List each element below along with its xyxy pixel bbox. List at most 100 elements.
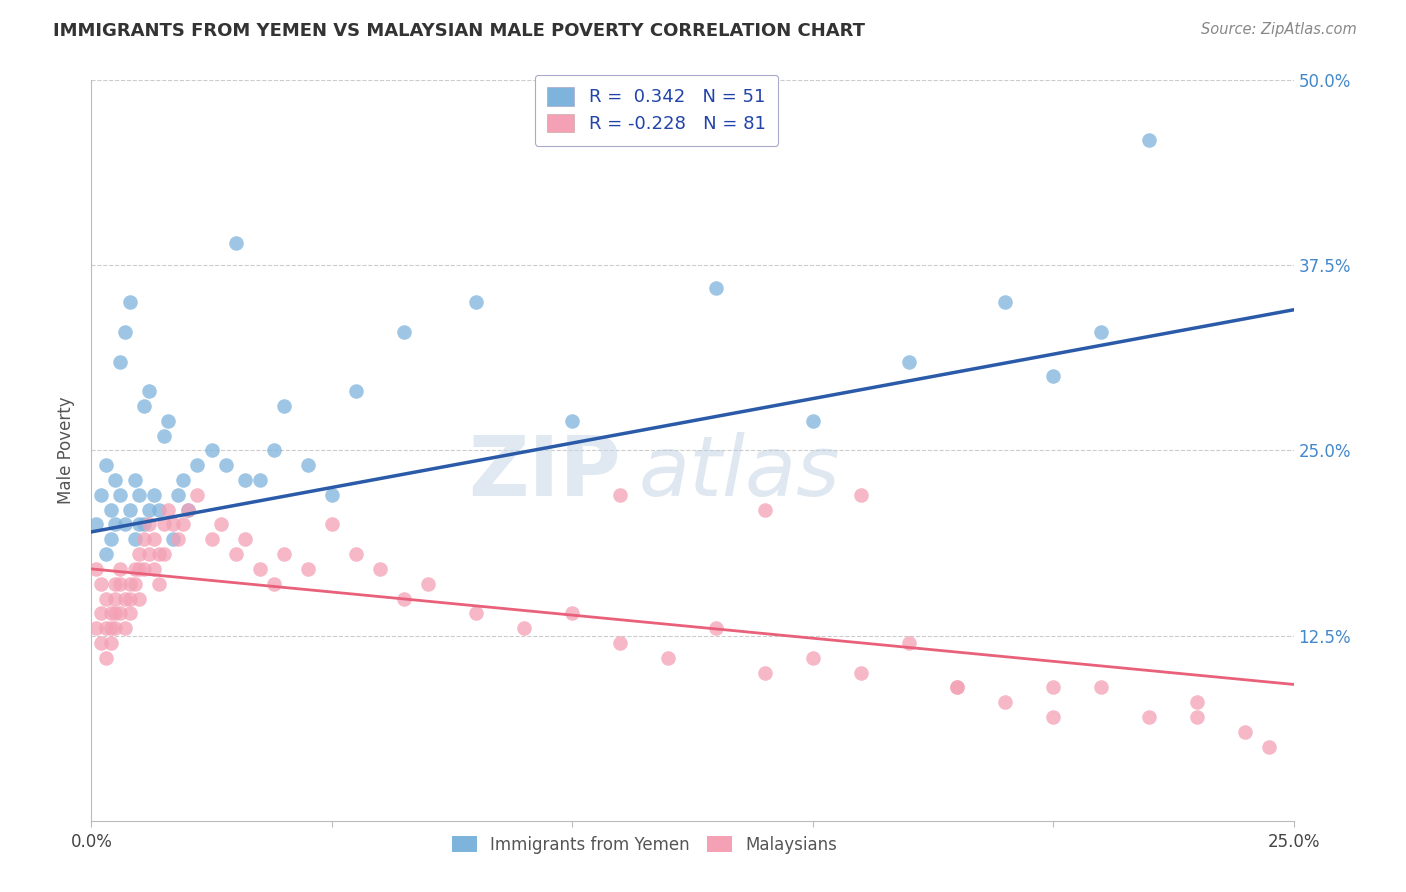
Point	[124, 533, 146, 547]
Point	[1090, 325, 1112, 339]
Point	[114, 517, 136, 532]
Point	[801, 414, 824, 428]
Point	[513, 621, 536, 635]
Point	[186, 458, 208, 473]
Point	[100, 636, 122, 650]
Point	[344, 547, 367, 561]
Point	[249, 562, 271, 576]
Point	[138, 517, 160, 532]
Point	[176, 502, 198, 516]
Point	[118, 607, 141, 621]
Point	[801, 650, 824, 665]
Point	[128, 517, 150, 532]
Point	[1187, 710, 1209, 724]
Point	[84, 517, 107, 532]
Point	[118, 591, 141, 606]
Point	[209, 517, 232, 532]
Point	[100, 502, 122, 516]
Point	[368, 562, 391, 576]
Point	[157, 502, 180, 516]
Point	[134, 517, 156, 532]
Point	[94, 458, 117, 473]
Point	[186, 488, 208, 502]
Point	[118, 576, 141, 591]
Text: atlas: atlas	[638, 432, 839, 513]
Point	[128, 547, 150, 561]
Point	[94, 650, 117, 665]
Point	[134, 562, 156, 576]
Point	[609, 488, 631, 502]
Point	[233, 533, 256, 547]
Point	[225, 547, 247, 561]
Point	[138, 384, 160, 399]
Point	[263, 576, 285, 591]
Point	[249, 473, 271, 487]
Text: Source: ZipAtlas.com: Source: ZipAtlas.com	[1201, 22, 1357, 37]
Point	[273, 399, 295, 413]
Point	[94, 547, 117, 561]
Point	[152, 517, 174, 532]
Point	[1042, 710, 1064, 724]
Point	[465, 607, 488, 621]
Point	[1090, 681, 1112, 695]
Point	[118, 502, 141, 516]
Point	[297, 562, 319, 576]
Point	[134, 399, 156, 413]
Point	[118, 295, 141, 310]
Point	[344, 384, 367, 399]
Point	[94, 591, 117, 606]
Point	[142, 488, 165, 502]
Point	[994, 295, 1017, 310]
Point	[100, 533, 122, 547]
Point	[162, 517, 184, 532]
Point	[657, 650, 679, 665]
Point	[849, 488, 872, 502]
Point	[392, 591, 415, 606]
Point	[273, 547, 295, 561]
Point	[167, 533, 190, 547]
Point	[148, 547, 170, 561]
Point	[128, 562, 150, 576]
Point	[124, 576, 146, 591]
Point	[110, 562, 132, 576]
Point	[142, 562, 165, 576]
Point	[849, 665, 872, 680]
Point	[172, 517, 194, 532]
Point	[1137, 132, 1160, 146]
Point	[157, 414, 180, 428]
Point	[609, 636, 631, 650]
Point	[138, 547, 160, 561]
Point	[110, 607, 132, 621]
Point	[465, 295, 488, 310]
Point	[90, 607, 112, 621]
Point	[162, 533, 184, 547]
Point	[263, 443, 285, 458]
Point	[167, 488, 190, 502]
Point	[994, 695, 1017, 709]
Point	[94, 621, 117, 635]
Point	[142, 533, 165, 547]
Point	[104, 517, 127, 532]
Point	[215, 458, 238, 473]
Point	[754, 502, 776, 516]
Point	[148, 502, 170, 516]
Point	[114, 591, 136, 606]
Point	[104, 621, 127, 635]
Point	[84, 621, 107, 635]
Point	[176, 502, 198, 516]
Point	[297, 458, 319, 473]
Text: IMMIGRANTS FROM YEMEN VS MALAYSIAN MALE POVERTY CORRELATION CHART: IMMIGRANTS FROM YEMEN VS MALAYSIAN MALE …	[53, 22, 866, 40]
Point	[104, 473, 127, 487]
Point	[90, 488, 112, 502]
Point	[1187, 695, 1209, 709]
Point	[104, 607, 127, 621]
Legend: Immigrants from Yemen, Malaysians: Immigrants from Yemen, Malaysians	[446, 829, 844, 861]
Point	[110, 488, 132, 502]
Point	[201, 443, 224, 458]
Point	[561, 607, 583, 621]
Point	[100, 621, 122, 635]
Point	[114, 621, 136, 635]
Point	[754, 665, 776, 680]
Point	[134, 533, 156, 547]
Point	[100, 607, 122, 621]
